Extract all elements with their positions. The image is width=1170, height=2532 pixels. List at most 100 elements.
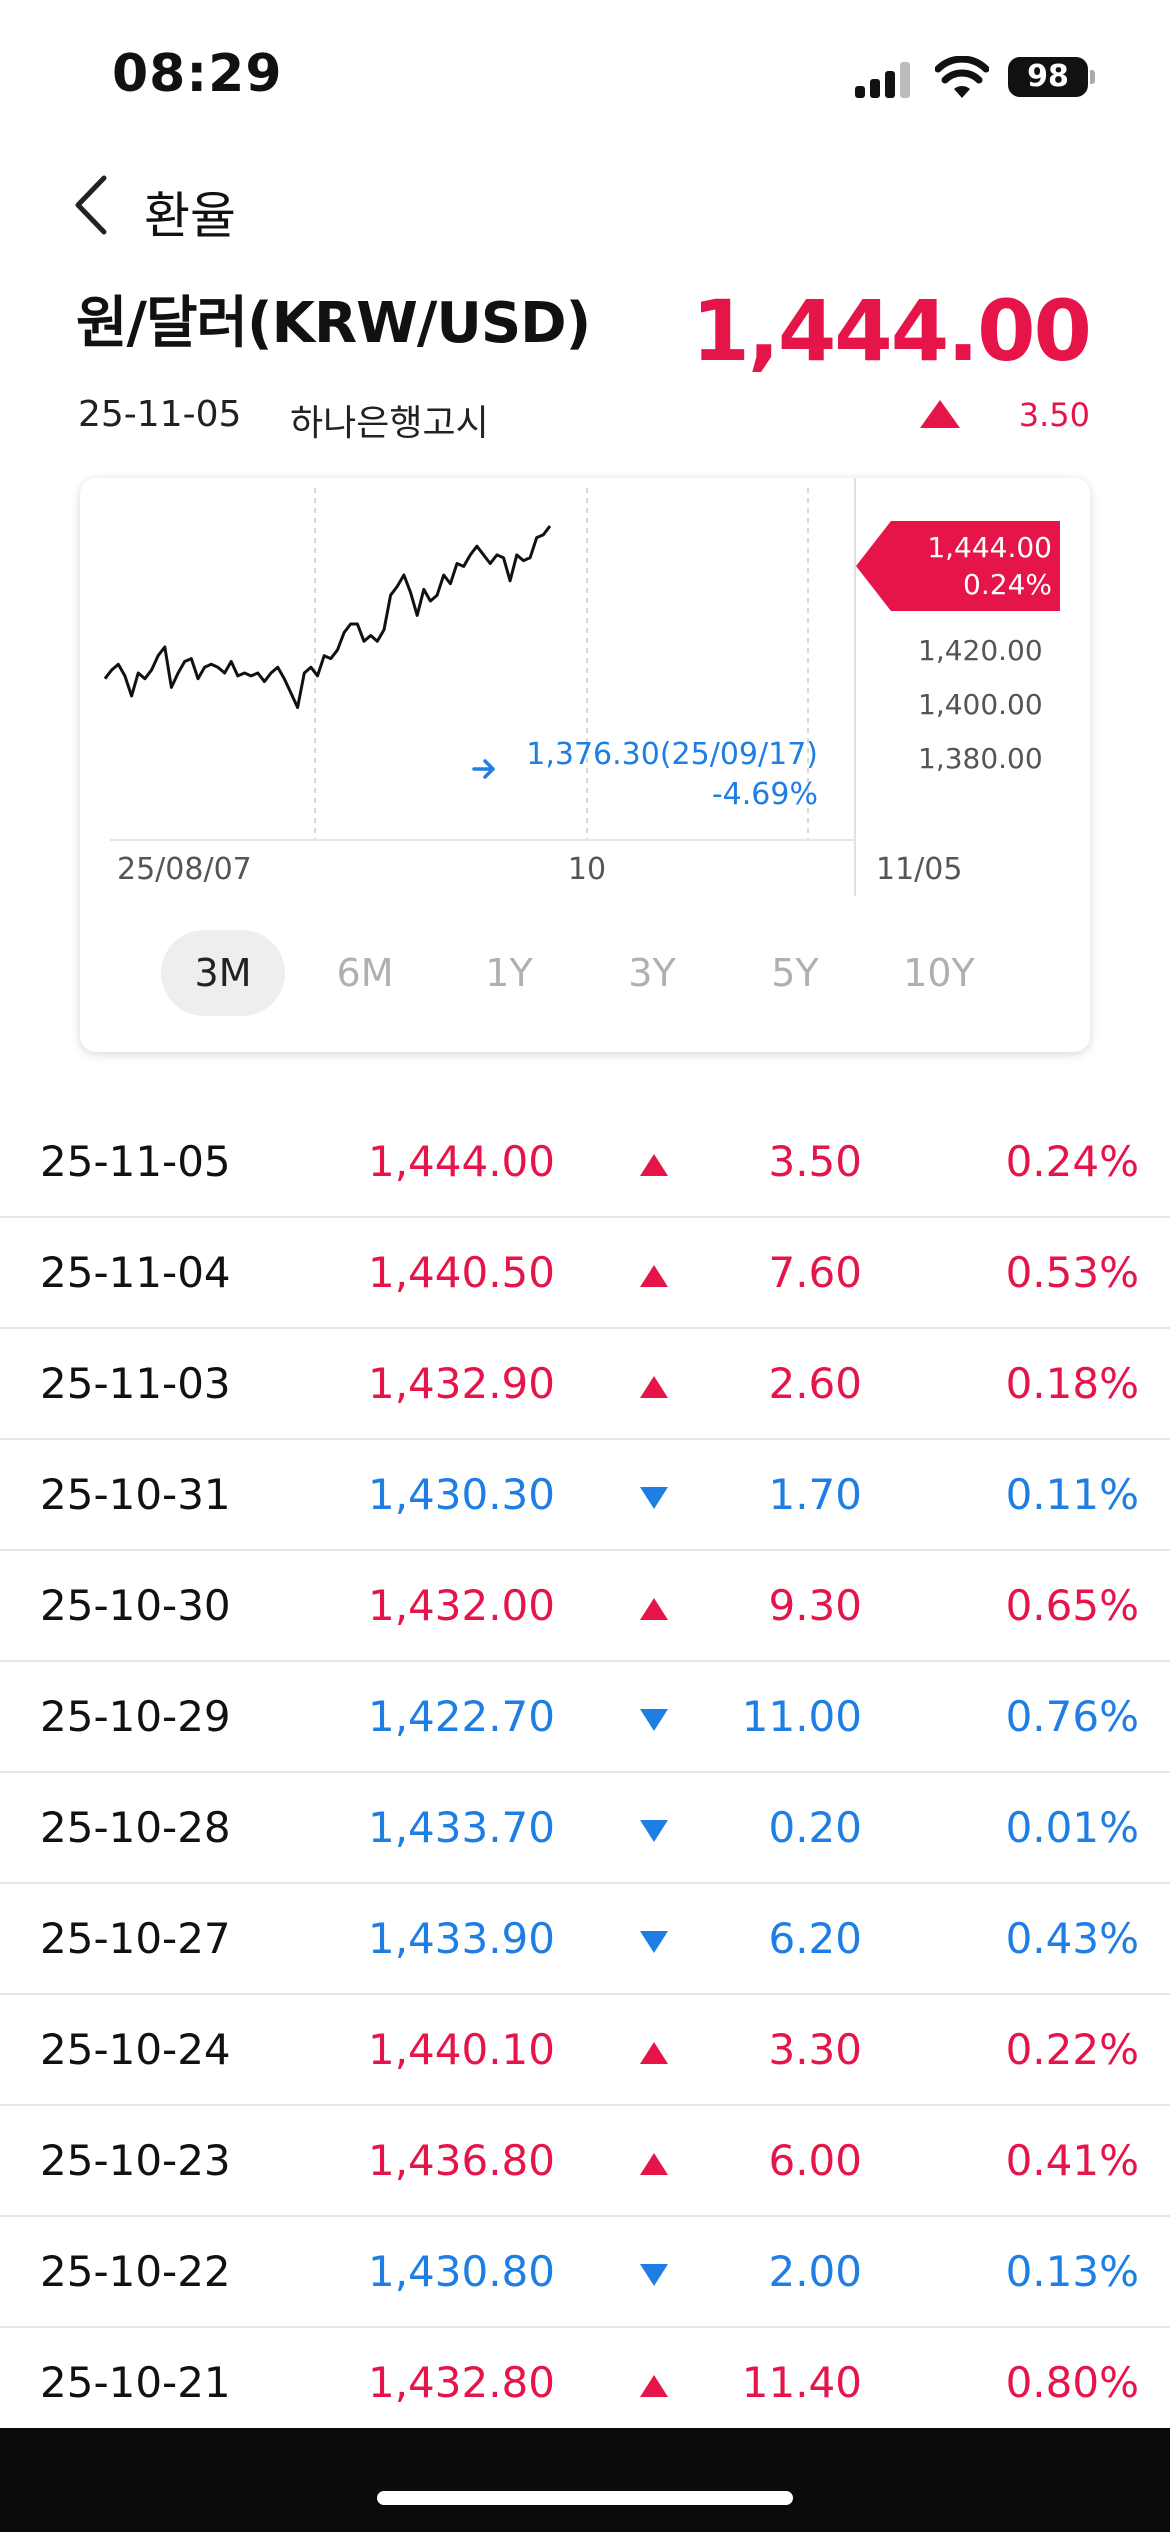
x-tick-label: 25/08/07 xyxy=(117,852,252,887)
min-point-pct: -4.69% xyxy=(712,777,818,812)
row-rate: 1,430.80 xyxy=(367,2247,555,2296)
chart-card: 1,444.00 0.24% 1,420.00 1,400.00 1,380.0… xyxy=(80,478,1090,1052)
current-rate: 1,444.00 xyxy=(691,282,1092,380)
rate-row[interactable]: 25-11-03 1,432.90 2.60 0.18% xyxy=(0,1329,1170,1440)
row-change-pct: 0.13% xyxy=(1005,2247,1139,2296)
row-date: 25-10-21 xyxy=(40,2358,231,2407)
range-tab-10y[interactable]: 10Y xyxy=(903,951,975,995)
row-rate: 1,436.80 xyxy=(367,2136,555,2185)
status-time: 08:29 xyxy=(112,44,283,104)
range-tab-3y[interactable]: 3Y xyxy=(628,951,676,995)
down-triangle-icon xyxy=(638,1817,670,1843)
row-change-pct: 0.80% xyxy=(1005,2358,1139,2407)
row-date: 25-10-27 xyxy=(40,1914,231,1963)
down-triangle-icon xyxy=(638,2261,670,2287)
row-rate: 1,422.70 xyxy=(367,1692,555,1741)
up-triangle-icon xyxy=(638,1595,670,1621)
range-tabs: 3M 6M 1Y 3Y 5Y 10Y xyxy=(80,930,1090,1020)
up-triangle-icon xyxy=(638,2039,670,2065)
row-change: 2.00 xyxy=(768,2247,862,2296)
row-date: 25-11-03 xyxy=(40,1359,231,1408)
row-rate: 1,432.00 xyxy=(367,1581,555,1630)
rate-row[interactable]: 25-10-22 1,430.80 2.00 0.13% xyxy=(0,2217,1170,2328)
rate-row[interactable]: 25-10-27 1,433.90 6.20 0.43% xyxy=(0,1884,1170,1995)
row-change: 1.70 xyxy=(768,1470,862,1519)
range-tab-1y[interactable]: 1Y xyxy=(485,951,533,995)
current-price-tag: 1,444.00 0.24% xyxy=(856,521,1060,611)
down-triangle-icon xyxy=(638,1484,670,1510)
row-date: 25-10-28 xyxy=(40,1803,231,1852)
row-change: 6.00 xyxy=(768,2136,862,2185)
row-rate: 1,440.50 xyxy=(367,1248,555,1297)
row-rate: 1,430.30 xyxy=(367,1470,555,1519)
row-change: 11.40 xyxy=(741,2358,862,2407)
arrow-right-icon xyxy=(472,759,495,779)
row-date: 25-10-29 xyxy=(40,1692,231,1741)
row-date: 25-10-24 xyxy=(40,2025,231,2074)
range-tab-6m[interactable]: 6M xyxy=(336,951,394,995)
home-bar-area xyxy=(0,2428,1170,2532)
currency-pair-title: 원/달러(KRW/USD) xyxy=(76,291,591,356)
tag-pct: 0.24% xyxy=(963,568,1052,601)
up-triangle-icon xyxy=(638,1151,670,1177)
row-change-pct: 0.53% xyxy=(1005,1248,1139,1297)
rate-row[interactable]: 25-11-05 1,444.00 3.50 0.24% xyxy=(0,1107,1170,1218)
row-date: 25-11-04 xyxy=(40,1248,231,1297)
home-indicator[interactable] xyxy=(377,2491,793,2505)
rate-chart[interactable]: 1,444.00 0.24% 1,420.00 1,400.00 1,380.0… xyxy=(80,478,1090,918)
y-tick-label: 1,420.00 xyxy=(918,634,1043,667)
row-change: 3.30 xyxy=(768,2025,862,2074)
row-change-pct: 0.43% xyxy=(1005,1914,1139,1963)
quote-source: 하나은행고시 xyxy=(290,403,489,444)
battery-tip xyxy=(1090,70,1095,84)
row-date: 25-10-22 xyxy=(40,2247,231,2296)
up-triangle-icon xyxy=(638,2372,670,2398)
row-date: 25-11-05 xyxy=(40,1137,231,1186)
row-change: 3.50 xyxy=(768,1137,862,1186)
row-change: 9.30 xyxy=(768,1581,862,1630)
rate-change: 3.50 xyxy=(1018,396,1090,434)
rate-row[interactable]: 25-10-24 1,440.10 3.30 0.22% xyxy=(0,1995,1170,2106)
rate-row[interactable]: 25-10-30 1,432.00 9.30 0.65% xyxy=(0,1551,1170,1662)
row-rate: 1,432.80 xyxy=(367,2358,555,2407)
current-price-tag-bg xyxy=(856,521,1060,611)
row-change: 2.60 xyxy=(768,1359,862,1408)
row-change: 0.20 xyxy=(768,1803,862,1852)
y-tick-label: 1,400.00 xyxy=(918,688,1043,721)
back-chevron-icon[interactable] xyxy=(68,170,118,240)
range-tab-5y[interactable]: 5Y xyxy=(771,951,819,995)
range-tab-3m[interactable]: 3M xyxy=(161,930,285,1016)
row-change-pct: 0.22% xyxy=(1005,2025,1139,2074)
row-change-pct: 0.24% xyxy=(1005,1137,1139,1186)
rate-row[interactable]: 25-10-23 1,436.80 6.00 0.41% xyxy=(0,2106,1170,2217)
row-change-pct: 0.41% xyxy=(1005,2136,1139,2185)
row-rate: 1,433.70 xyxy=(367,1803,555,1852)
status-bar: 08:29 98 xyxy=(0,0,1170,150)
row-change-pct: 0.76% xyxy=(1005,1692,1139,1741)
battery-icon: 98 xyxy=(1008,57,1088,97)
rate-row[interactable]: 25-11-04 1,440.50 7.60 0.53% xyxy=(0,1218,1170,1329)
up-triangle-icon xyxy=(638,2150,670,2176)
down-triangle-icon xyxy=(638,1928,670,1954)
x-tick-label: 10 xyxy=(568,852,606,887)
rate-row[interactable]: 25-10-28 1,433.70 0.20 0.01% xyxy=(0,1773,1170,1884)
row-rate: 1,432.90 xyxy=(367,1359,555,1408)
wifi-icon xyxy=(935,56,989,98)
row-date: 25-10-23 xyxy=(40,2136,231,2185)
rate-row[interactable]: 25-10-21 1,432.80 11.40 0.80% xyxy=(0,2328,1170,2439)
y-tick-label: 1,380.00 xyxy=(918,742,1043,775)
up-triangle-icon xyxy=(638,1373,670,1399)
row-change-pct: 0.01% xyxy=(1005,1803,1139,1852)
row-date: 25-10-30 xyxy=(40,1581,231,1630)
quote-date: 25-11-05 xyxy=(78,394,242,435)
row-change: 11.00 xyxy=(741,1692,862,1741)
nav-title: 환율 xyxy=(144,187,236,245)
row-rate: 1,444.00 xyxy=(367,1137,555,1186)
row-change-pct: 0.65% xyxy=(1005,1581,1139,1630)
down-triangle-icon xyxy=(638,1706,670,1732)
rate-row[interactable]: 25-10-29 1,422.70 11.00 0.76% xyxy=(0,1662,1170,1773)
row-rate: 1,433.90 xyxy=(367,1914,555,1963)
rate-line xyxy=(103,525,552,709)
cellular-signal-icon xyxy=(855,62,915,98)
rate-row[interactable]: 25-10-31 1,430.30 1.70 0.11% xyxy=(0,1440,1170,1551)
